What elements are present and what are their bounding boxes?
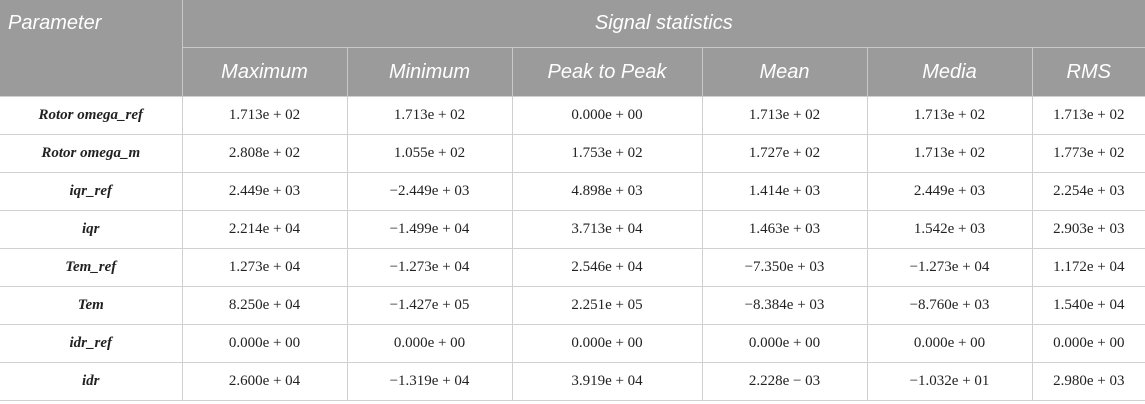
column-header-peak-to-peak: Peak to Peak [511, 47, 702, 97]
cell-minimum: −1.273e + 04 [346, 248, 512, 287]
row-parameter-name: Rotor omega_ref [0, 96, 182, 135]
cell-media: 0.000e + 00 [866, 324, 1032, 363]
cell-peak-to-peak: 3.713e + 04 [511, 210, 702, 249]
cell-mean: −8.384e + 03 [701, 286, 867, 325]
cell-peak-to-peak: 0.000e + 00 [511, 96, 702, 135]
cell-mean: 2.228e − 03 [701, 362, 867, 401]
table-body: Rotor omega_ref 1.713e + 02 1.713e + 02 … [0, 96, 1145, 401]
cell-rms: 1.713e + 02 [1031, 96, 1145, 135]
cell-peak-to-peak: 2.251e + 05 [511, 286, 702, 325]
cell-maximum: 2.808e + 02 [181, 134, 347, 173]
cell-rms: 0.000e + 00 [1031, 324, 1145, 363]
row-parameter-name: Tem_ref [0, 248, 182, 287]
cell-peak-to-peak: 1.753e + 02 [511, 134, 702, 173]
table-row: Rotor omega_ref 1.713e + 02 1.713e + 02 … [0, 96, 1145, 135]
row-parameter-name: Tem [0, 286, 182, 325]
cell-mean: −7.350e + 03 [701, 248, 867, 287]
cell-minimum: −1.499e + 04 [346, 210, 512, 249]
cell-minimum: 0.000e + 00 [346, 324, 512, 363]
cell-minimum: −1.319e + 04 [346, 362, 512, 401]
cell-maximum: 2.600e + 04 [181, 362, 347, 401]
cell-maximum: 1.273e + 04 [181, 248, 347, 287]
table-row: iqr 2.214e + 04 −1.499e + 04 3.713e + 04… [0, 210, 1145, 249]
cell-rms: 2.980e + 03 [1031, 362, 1145, 401]
cell-mean: 0.000e + 00 [701, 324, 867, 363]
table-row: Tem 8.250e + 04 −1.427e + 05 2.251e + 05… [0, 286, 1145, 325]
cell-rms: 1.773e + 02 [1031, 134, 1145, 173]
cell-mean: 1.727e + 02 [701, 134, 867, 173]
cell-maximum: 8.250e + 04 [181, 286, 347, 325]
cell-minimum: 1.713e + 02 [346, 96, 512, 135]
cell-minimum: −1.427e + 05 [346, 286, 512, 325]
cell-mean: 1.414e + 03 [701, 172, 867, 211]
cell-media: −1.032e + 01 [866, 362, 1032, 401]
column-header-maximum: Maximum [182, 47, 347, 97]
cell-rms: 1.540e + 04 [1031, 286, 1145, 325]
cell-maximum: 0.000e + 00 [181, 324, 347, 363]
cell-media: 1.713e + 02 [866, 96, 1032, 135]
cell-peak-to-peak: 4.898e + 03 [511, 172, 702, 211]
column-header-media: Media [866, 47, 1032, 97]
cell-peak-to-peak: 2.546e + 04 [511, 248, 702, 287]
cell-media: −8.760e + 03 [866, 286, 1032, 325]
cell-media: 1.713e + 02 [866, 134, 1032, 173]
row-parameter-name: iqr_ref [0, 172, 182, 211]
row-parameter-name: iqr [0, 210, 182, 249]
cell-mean: 1.713e + 02 [701, 96, 867, 135]
row-parameter-name: Rotor omega_m [0, 134, 182, 173]
column-header-rms: RMS [1031, 47, 1145, 97]
row-parameter-name: idr_ref [0, 324, 182, 363]
cell-peak-to-peak: 3.919e + 04 [511, 362, 702, 401]
signal-statistics-header: Signal statistics [182, 0, 1145, 48]
table-header: Parameter Signal statistics Maximum Mini… [0, 0, 1145, 97]
header-row-columns: Maximum Minimum Peak to Peak Mean Media … [0, 47, 1145, 97]
cell-minimum: 1.055e + 02 [346, 134, 512, 173]
table-row: Tem_ref 1.273e + 04 −1.273e + 04 2.546e … [0, 248, 1145, 287]
table-row: iqr_ref 2.449e + 03 −2.449e + 03 4.898e … [0, 172, 1145, 211]
cell-media: 2.449e + 03 [866, 172, 1032, 211]
cell-minimum: −2.449e + 03 [346, 172, 512, 211]
cell-mean: 1.463e + 03 [701, 210, 867, 249]
header-row-group: Parameter Signal statistics [0, 0, 1145, 97]
cell-maximum: 2.449e + 03 [181, 172, 347, 211]
parameter-header: Parameter [0, 0, 183, 97]
column-header-minimum: Minimum [346, 47, 512, 97]
cell-media: 1.542e + 03 [866, 210, 1032, 249]
cell-peak-to-peak: 0.000e + 00 [511, 324, 702, 363]
row-parameter-name: idr [0, 362, 182, 401]
cell-maximum: 1.713e + 02 [181, 96, 347, 135]
table-row: idr_ref 0.000e + 00 0.000e + 00 0.000e +… [0, 324, 1145, 363]
column-header-mean: Mean [701, 47, 867, 97]
cell-maximum: 2.214e + 04 [181, 210, 347, 249]
cell-rms: 2.903e + 03 [1031, 210, 1145, 249]
table-row: idr 2.600e + 04 −1.319e + 04 3.919e + 04… [0, 362, 1145, 401]
cell-rms: 2.254e + 03 [1031, 172, 1145, 211]
cell-media: −1.273e + 04 [866, 248, 1032, 287]
cell-rms: 1.172e + 04 [1031, 248, 1145, 287]
table-row: Rotor omega_m 2.808e + 02 1.055e + 02 1.… [0, 134, 1145, 173]
